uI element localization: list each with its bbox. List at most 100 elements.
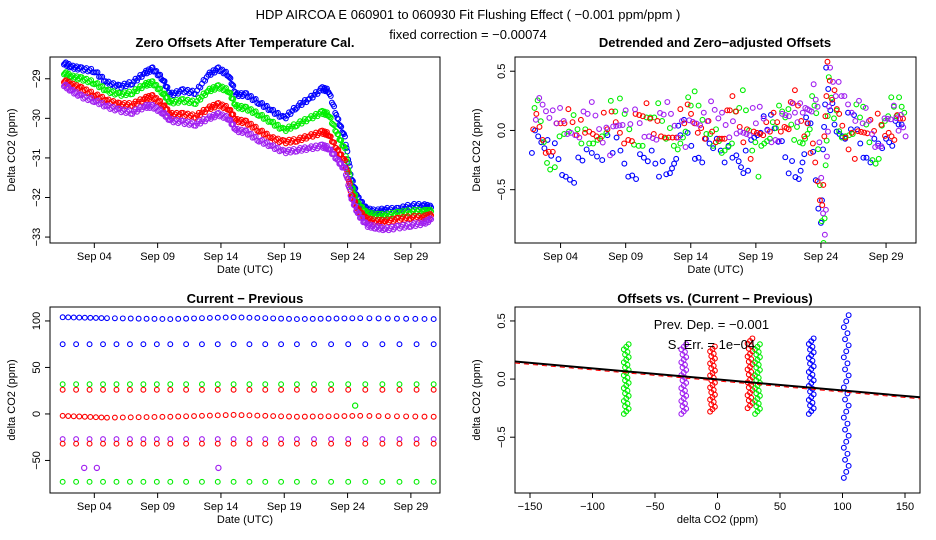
data-point-red [848, 129, 855, 136]
data-point-blue [699, 159, 706, 166]
data-point-purple [678, 118, 685, 124]
data-point-blue [810, 405, 817, 412]
data-point-red [153, 440, 160, 447]
data-point-red [733, 108, 740, 115]
data-point-green [616, 95, 623, 102]
data-point-red [569, 119, 576, 126]
data-point-green [821, 215, 828, 222]
data-point-purple [820, 210, 826, 217]
data-point-purple [845, 101, 851, 108]
data-point-green [379, 478, 386, 485]
data-point-green [857, 114, 863, 121]
data-point-purple [810, 81, 817, 88]
data-point-green [192, 101, 199, 108]
data-point-blue [167, 316, 174, 323]
y-axis-label: Delta CO2 (ppm) [6, 108, 18, 191]
data-point-red [309, 413, 316, 420]
data-point-green [612, 108, 619, 115]
data-layer [60, 59, 435, 234]
data-point-purple [729, 118, 736, 125]
data-point-blue [87, 314, 94, 321]
data-point-purple [596, 126, 603, 132]
data-point-blue [857, 140, 864, 147]
data-point-blue [135, 315, 142, 322]
data-point-blue [262, 341, 269, 348]
data-point-red [362, 440, 369, 447]
data-point-purple [902, 133, 909, 140]
data-point-blue [625, 173, 632, 180]
x-axis-label: Date (UTC) [217, 264, 273, 276]
data-point-purple [743, 131, 750, 137]
data-point-purple [622, 107, 629, 114]
data-point-blue [845, 432, 852, 439]
data-point-red [839, 122, 846, 129]
data-point-blue [327, 93, 334, 99]
data-point-red [70, 413, 77, 420]
data-point-red [750, 128, 757, 135]
data-point-green [413, 381, 420, 388]
data-point-purple [627, 121, 634, 128]
data-point-purple [183, 436, 190, 443]
data-point-blue [309, 315, 316, 322]
data-point-purple [572, 132, 579, 139]
x-tick-label: Sep 04 [77, 501, 112, 513]
data-point-purple [683, 341, 690, 348]
data-point-purple [599, 139, 606, 146]
data-point-red [151, 414, 158, 420]
data-point-red [549, 148, 556, 155]
data-point-purple [362, 436, 369, 443]
data-point-red [791, 87, 798, 94]
data-point-red [814, 178, 821, 185]
data-point-blue [230, 82, 237, 89]
data-point-blue [334, 115, 341, 122]
data-point-red [293, 440, 300, 447]
data-point-red [539, 136, 546, 143]
data-point-red [533, 110, 540, 117]
data-point-purple [576, 134, 583, 141]
data-point-green [362, 381, 369, 388]
data-point-green [328, 381, 335, 388]
data-point-blue [810, 335, 817, 342]
data-point-purple [808, 108, 815, 115]
data-point-blue [551, 140, 558, 147]
data-point-red [76, 84, 83, 91]
data-point-green [888, 94, 895, 101]
data-point-purple [822, 206, 829, 213]
data-point-purple [557, 104, 563, 111]
data-point-blue [675, 122, 682, 129]
data-point-blue [760, 113, 767, 120]
data-point-purple [632, 106, 638, 113]
data-point-blue [842, 396, 848, 403]
data-point-purple [584, 110, 591, 117]
data-point-purple [345, 436, 352, 443]
data-point-purple [560, 118, 567, 124]
data-point-blue [86, 341, 93, 348]
data-point-blue [575, 154, 582, 161]
data-point-blue [843, 348, 850, 355]
data-point-purple [636, 120, 643, 127]
data-point-green [326, 113, 333, 120]
data-point-red [135, 414, 142, 421]
data-point-green [73, 478, 80, 485]
data-point-blue [843, 378, 850, 385]
data-point-blue [809, 343, 816, 350]
data-point-blue [844, 330, 851, 337]
data-point-red [430, 413, 437, 420]
data-point-blue [871, 135, 878, 142]
data-point-blue [663, 171, 670, 178]
data-point-red [698, 125, 705, 132]
data-point-blue [799, 159, 806, 166]
data-point-blue [342, 133, 348, 140]
data-point-purple [682, 144, 689, 150]
y-axis-label: Delta CO2 (ppm) [471, 108, 483, 191]
y-tick-label: −31 [31, 149, 43, 168]
data-point-purple [812, 96, 819, 103]
data-point-blue [810, 363, 817, 370]
data-point-red [183, 386, 190, 393]
data-point-blue [362, 341, 369, 348]
data-point-blue [286, 315, 292, 322]
data-point-purple [697, 122, 704, 129]
data-point-red [262, 386, 269, 393]
data-point-purple [613, 123, 620, 129]
data-point-green [749, 147, 756, 154]
